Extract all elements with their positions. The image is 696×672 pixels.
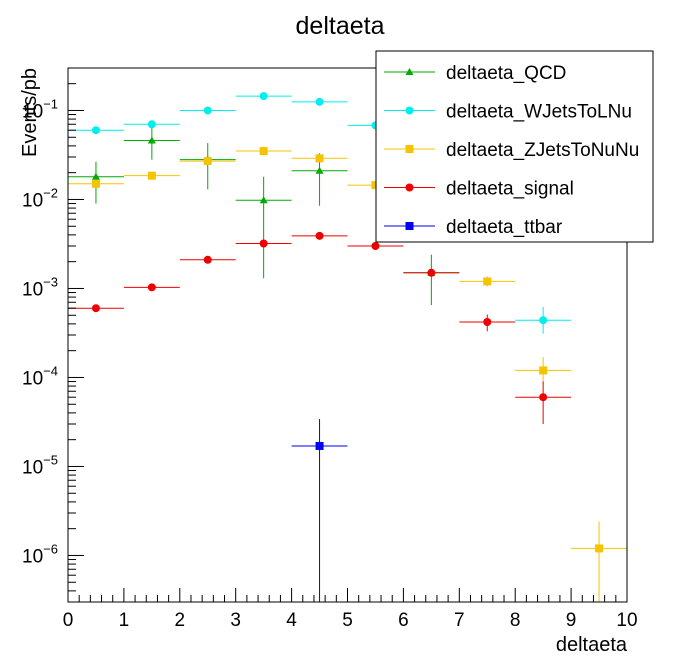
legend-marker [405,68,414,75]
legend-label: deltaeta_ttbar [446,217,563,238]
series-deltaeta_ZJetsToNuNu [68,147,627,602]
y-tick-label: 10−4 [22,363,58,389]
y-axis-label: Events/pb [19,68,41,157]
x-axis-label: deltaeta [556,634,628,656]
x-tick-label: 2 [175,610,186,631]
data-point [91,179,100,188]
data-point [315,441,324,450]
data-point [147,136,156,144]
data-point [203,106,212,115]
data-point [259,239,268,248]
series-deltaeta_signal [68,231,572,424]
data-point [147,171,156,180]
y-tick-label: 10−1 [22,96,58,122]
data-layer [68,92,627,602]
data-point [315,97,324,106]
legend-entry: deltaeta_WJetsToLNu [384,102,632,123]
data-point [147,283,156,292]
x-tick-label: 3 [230,610,241,631]
data-point [315,166,324,174]
x-tick-label: 9 [566,610,577,631]
data-point [427,268,436,277]
data-point [203,255,212,264]
series-deltaeta_WJetsToLNu [68,92,572,334]
legend-entry: deltaeta_ttbar [384,217,563,238]
x-tick-label: 7 [454,610,465,631]
legend-label: deltaeta_ZJetsToNuNu [446,140,639,161]
y-tick-label: 10−5 [22,452,58,478]
x-tick-label: 1 [119,610,130,631]
data-point [315,231,324,240]
data-point [483,277,492,286]
y-tick-label: 10−6 [22,541,58,567]
legend-label: deltaeta_signal [446,179,574,200]
x-tick-label: 6 [398,610,409,631]
legend-marker [405,106,414,115]
data-point [371,242,380,250]
data-point [147,120,156,129]
data-point [259,196,268,204]
data-point [91,126,100,135]
data-point [539,393,548,402]
legend-marker [405,222,414,230]
legend-marker [405,145,414,153]
legend-entry: deltaeta_QCD [384,63,566,84]
x-tick-label: 8 [510,610,521,631]
legend-entry: deltaeta_signal [384,179,574,200]
chart-title: deltaeta [296,12,385,40]
data-point [203,157,212,166]
legend-marker [405,183,414,192]
legend-label: deltaeta_QCD [446,63,566,84]
y-tick-label: 10−3 [22,274,58,300]
x-tick-label: 5 [342,610,353,631]
axes: 0 1 2 3 4 5 6 7 8 9 10 10−6 10−5 10−4 10−3 10−2 10−1 [22,83,638,631]
data-point [91,304,100,313]
data-point [259,147,268,156]
data-point [483,317,492,326]
data-point [259,92,268,101]
x-tick-label: 10 [616,610,637,631]
data-point [315,154,324,163]
data-point [539,366,548,375]
legend-entry: deltaeta_ZJetsToNuNu [384,140,639,161]
legend: deltaeta_QCD deltaeta_WJetsToLNu deltaeta_… [375,50,654,243]
x-tick-label: 4 [286,610,297,631]
data-point [91,172,100,180]
y-tick-label: 10−2 [22,185,58,211]
x-tick-label: 0 [63,610,74,631]
data-point [595,544,604,553]
legend-label: deltaeta_WJetsToLNu [446,102,632,123]
data-point [371,181,380,190]
legend-box [375,50,654,243]
series-deltaeta_ttbar [291,419,348,602]
data-point [539,316,548,325]
